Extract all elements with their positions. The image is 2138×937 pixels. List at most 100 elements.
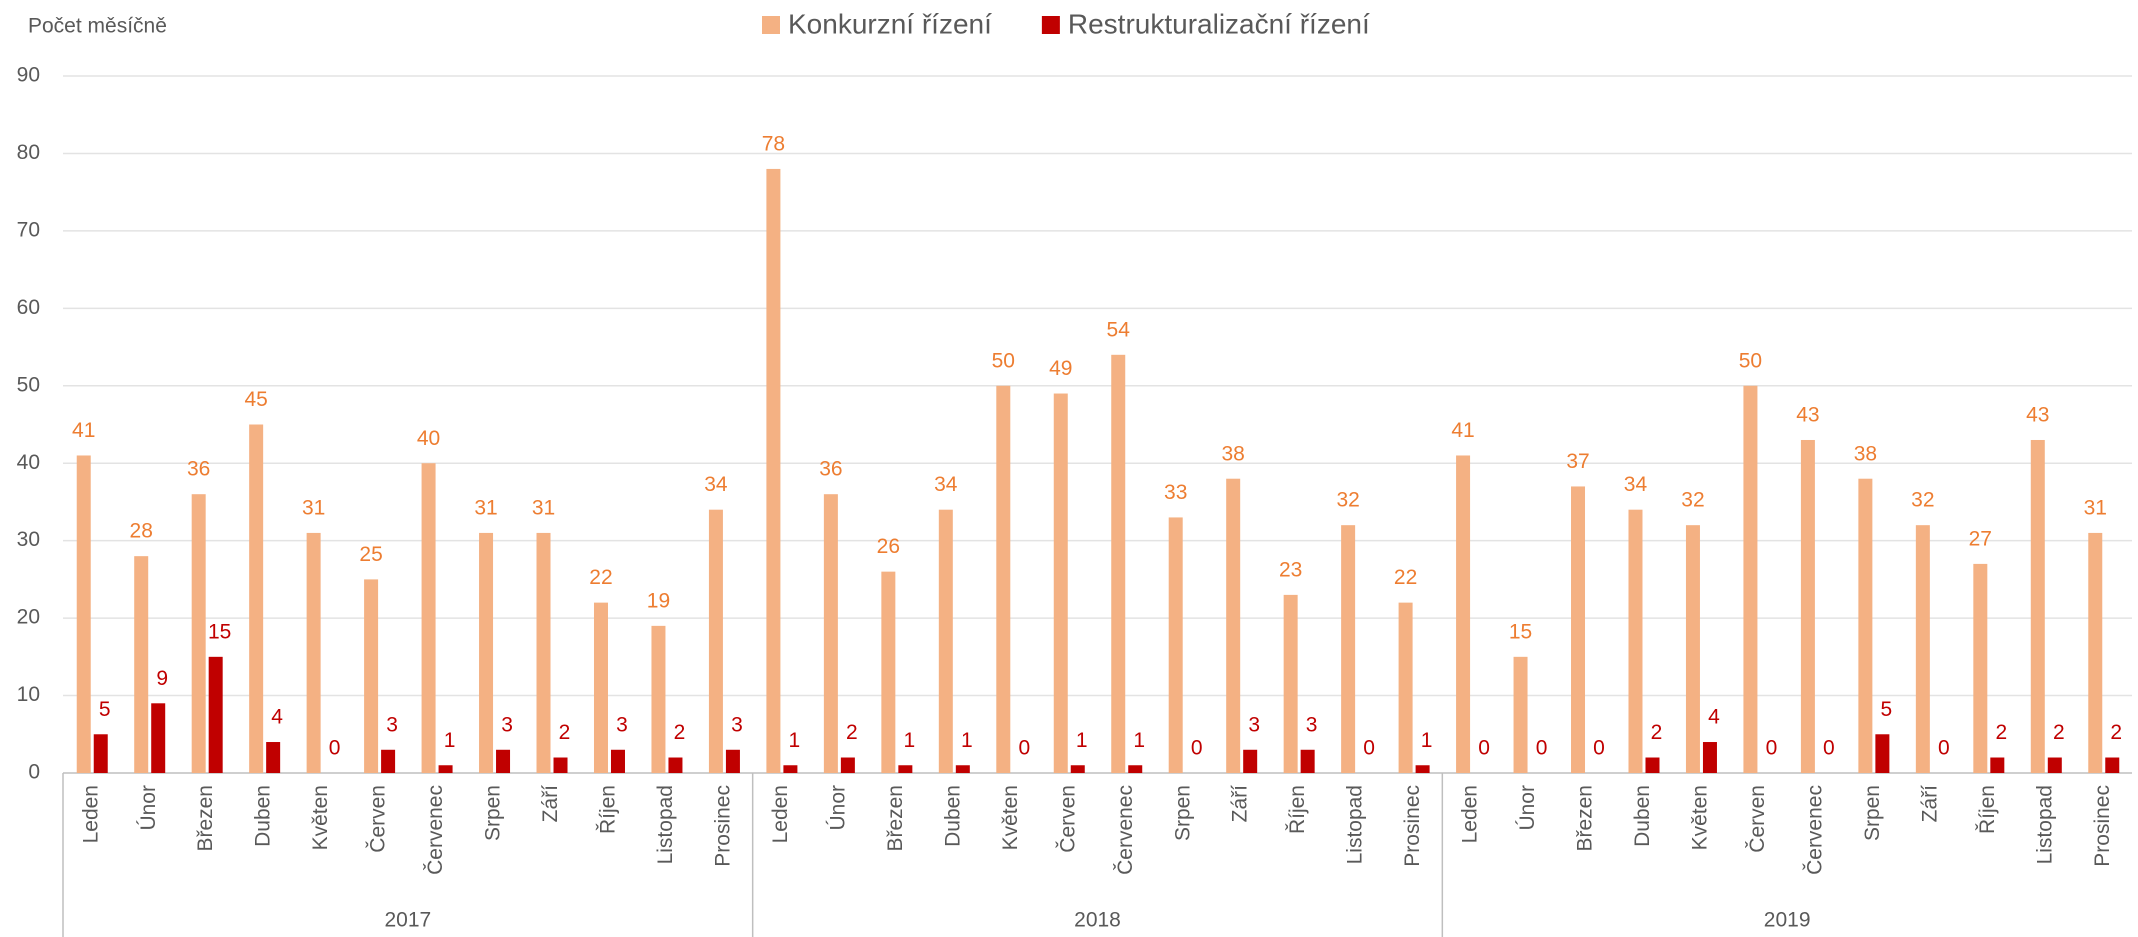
value-label: 3	[1248, 713, 1260, 736]
bar	[1128, 765, 1143, 773]
bar	[496, 749, 511, 773]
value-label: 0	[1478, 737, 1490, 760]
bar	[1645, 757, 1660, 773]
y-tick-label: 60	[17, 296, 40, 319]
bar	[421, 463, 436, 773]
value-label: 0	[1363, 737, 1375, 760]
x-tick-label: Únor	[137, 785, 160, 831]
x-tick-label: Červen	[1746, 785, 1769, 853]
value-label: 1	[444, 729, 456, 752]
x-tick-label: Prosinec	[711, 785, 734, 867]
value-label: 27	[1969, 527, 1992, 550]
value-label: 32	[1336, 489, 1359, 512]
value-label: 3	[1306, 713, 1318, 736]
bar	[208, 656, 223, 773]
value-label: 31	[2084, 496, 2107, 519]
bar	[881, 571, 896, 773]
value-label: 2	[2053, 721, 2065, 744]
value-label: 2	[2110, 721, 2122, 744]
value-label: 0	[329, 737, 341, 760]
legend-swatch	[1041, 16, 1060, 34]
bar	[1226, 478, 1241, 773]
bar	[593, 602, 608, 773]
bar	[1283, 594, 1298, 773]
x-tick-label: Červenec	[1803, 785, 1826, 875]
bar	[2105, 757, 2120, 773]
x-tick-label: Červen	[367, 785, 390, 853]
bar	[553, 757, 568, 773]
value-label: 2	[674, 721, 686, 744]
x-tick-label: Březen	[194, 785, 217, 852]
y-tick-label: 0	[28, 761, 40, 784]
x-tick-label: Září	[1918, 785, 1941, 823]
value-label: 28	[130, 520, 153, 543]
value-label: 1	[961, 729, 973, 752]
bar	[766, 168, 781, 773]
x-tick-label: Říjen	[597, 785, 620, 834]
bar	[1168, 517, 1183, 773]
y-tick-label: 90	[17, 64, 40, 87]
x-tick-label: Prosinec	[2091, 785, 2114, 867]
bar	[1456, 455, 1471, 773]
value-label: 34	[704, 473, 728, 496]
value-label: 40	[417, 427, 440, 450]
value-label: 54	[1107, 318, 1131, 341]
x-tick-label: Srpen	[1171, 785, 1194, 841]
value-label: 19	[647, 589, 670, 612]
bar	[1875, 734, 1890, 773]
bar	[266, 742, 281, 773]
bar	[668, 757, 683, 773]
bar	[93, 734, 108, 773]
bar	[1300, 749, 1315, 773]
value-label: 26	[877, 535, 900, 558]
x-tick-label: Leden	[79, 785, 102, 843]
x-tick-label: Listopad	[1344, 785, 1367, 864]
value-label: 0	[1536, 737, 1548, 760]
value-label: 38	[1222, 442, 1245, 465]
bar	[536, 532, 551, 773]
x-tick-label: Srpen	[1861, 785, 1884, 841]
value-label: 15	[208, 620, 231, 643]
y-tick-label: 20	[17, 606, 40, 629]
value-label: 31	[302, 496, 325, 519]
value-label: 2	[559, 721, 571, 744]
value-label: 32	[1681, 489, 1704, 512]
x-tick-label: Listopad	[2033, 785, 2056, 864]
value-label: 43	[2026, 404, 2049, 427]
bar	[134, 556, 149, 773]
y-tick-label: 30	[17, 528, 40, 551]
bar	[610, 749, 625, 773]
x-tick-label: Září	[539, 785, 562, 823]
value-label: 33	[1164, 481, 1187, 504]
value-label: 1	[1076, 729, 1088, 752]
value-label: 50	[992, 349, 1015, 372]
value-label: 38	[1854, 442, 1877, 465]
value-label: 3	[731, 713, 743, 736]
value-label: 0	[1823, 737, 1835, 760]
bar	[938, 509, 953, 773]
bar	[1973, 563, 1988, 773]
bar	[1341, 525, 1356, 773]
bar	[725, 749, 740, 773]
value-label: 23	[1279, 558, 1302, 581]
bar	[1070, 765, 1085, 773]
value-label: 3	[616, 713, 628, 736]
value-label: 22	[589, 566, 612, 589]
x-tick-label: Květen	[1689, 785, 1712, 850]
x-tick-label: Říjen	[1976, 785, 1999, 834]
value-label: 5	[99, 698, 111, 721]
x-tick-label: Červen	[1056, 785, 1079, 853]
y-tick-label: 50	[17, 373, 40, 396]
bar	[1398, 602, 1413, 773]
x-tick-label: Duben	[252, 785, 275, 847]
x-tick-label: Březen	[1574, 785, 1597, 852]
value-label: 36	[187, 458, 210, 481]
year-label: 2018	[1074, 909, 1121, 932]
value-label: 32	[1911, 489, 1934, 512]
y-tick-label: 70	[17, 218, 40, 241]
x-tick-label: Únor	[1516, 785, 1539, 831]
value-label: 4	[271, 706, 283, 729]
x-tick-label: Únor	[826, 785, 849, 831]
value-label: 31	[532, 496, 555, 519]
